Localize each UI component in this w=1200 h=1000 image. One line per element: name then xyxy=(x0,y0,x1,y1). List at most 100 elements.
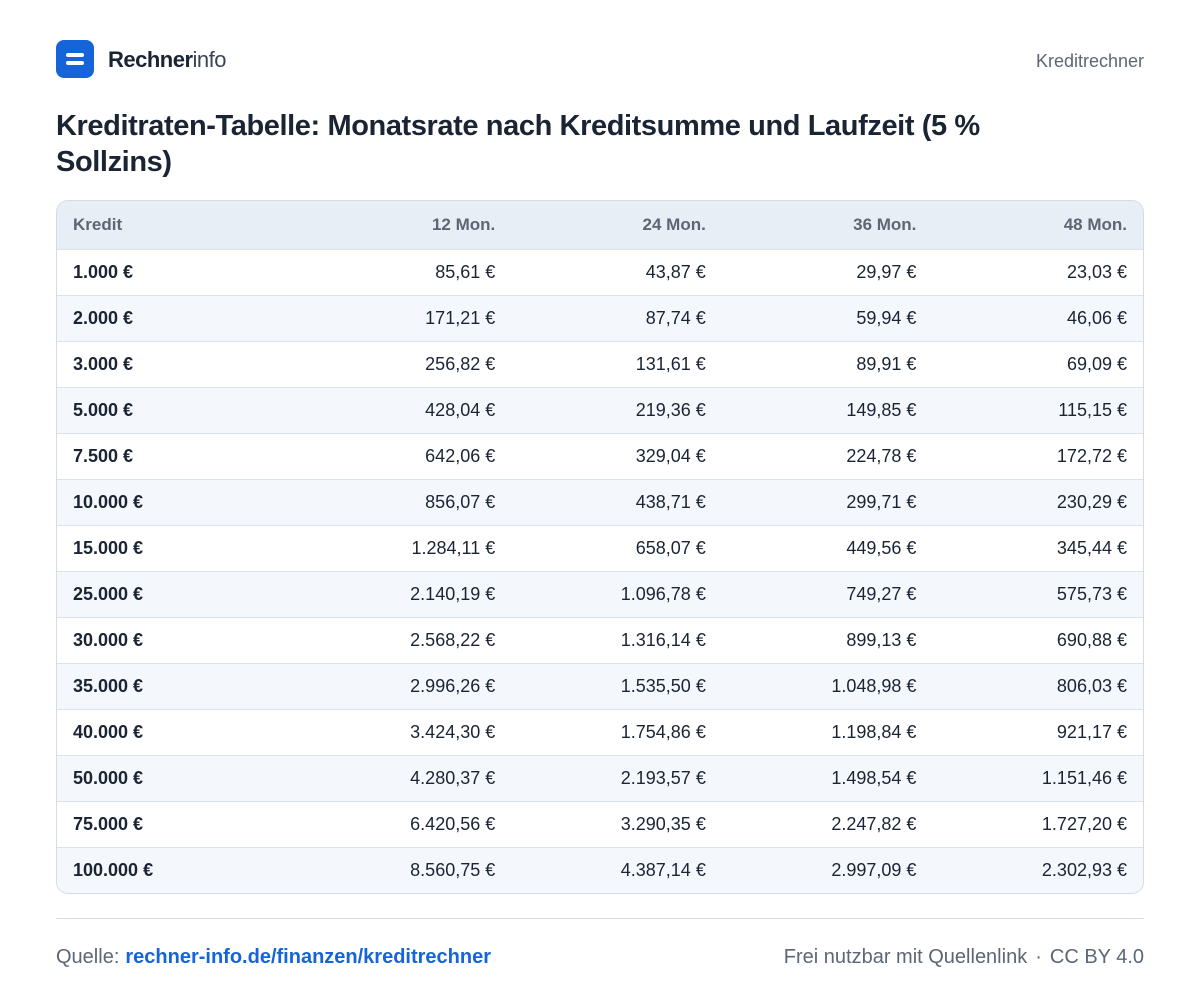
table-row: 5.000 € 428,04 € 219,36 € 149,85 € 115,15 € xyxy=(57,387,1143,433)
license-separator: · xyxy=(1035,946,1042,968)
table-row: 50.000 € 4.280,37 € 2.193,57 € 1.498,54 € 1.… xyxy=(57,755,1143,801)
row-header-kredit: 10.000 € xyxy=(73,491,144,512)
table-cell-rate: 1.498,54 € xyxy=(831,767,917,788)
table-cell-rate: 2.568,22 € xyxy=(410,629,496,650)
table-cell-rate: 438,71 € xyxy=(635,491,706,512)
brand-light: info xyxy=(192,47,227,72)
table-header-row: Kredit 12 Mon. 24 Mon. 36 Mon. 48 Mon. xyxy=(57,201,1143,249)
table-cell-rate: 690,88 € xyxy=(1056,629,1127,650)
license-name[interactable]: CC BY 4.0 xyxy=(1049,946,1144,968)
table-cell-rate: 428,04 € xyxy=(425,399,496,420)
table-cell-rate: 149,85 € xyxy=(846,399,917,420)
table-cell-rate: 1.151,46 € xyxy=(1041,767,1127,788)
source-label: Quelle: xyxy=(56,946,120,968)
table-cell-rate: 224,78 € xyxy=(846,445,917,466)
column-header-kredit: Kredit xyxy=(73,214,123,234)
table-cell-rate: 2.193,57 € xyxy=(620,767,706,788)
nav-kreditrechner[interactable]: Kreditrechner xyxy=(1035,51,1144,71)
table-cell-rate: 2.997,09 € xyxy=(831,859,917,880)
table-cell-rate: 87,74 € xyxy=(645,307,706,328)
table-cell-rate: 172,72 € xyxy=(1056,445,1127,466)
table-cell-rate: 856,07 € xyxy=(425,491,496,512)
table-cell-rate: 1.198,84 € xyxy=(831,721,917,742)
row-header-kredit: 1.000 € xyxy=(73,261,134,282)
table-cell-rate: 8.560,75 € xyxy=(410,859,496,880)
table-cell-rate: 1.316,14 € xyxy=(620,629,706,650)
table-row: 2.000 € 171,21 € 87,74 € 59,94 € 46,06 € xyxy=(57,295,1143,341)
brand-wordmark[interactable]: Rechnerinfo xyxy=(108,47,227,73)
table-cell-rate: 115,15 € xyxy=(1058,399,1127,420)
table-cell-rate: 6.420,56 € xyxy=(410,813,496,834)
table-cell-rate: 1.535,50 € xyxy=(620,675,706,696)
table-cell-rate: 299,71 € xyxy=(846,491,917,512)
column-header-48-mon: 48 Mon. xyxy=(1063,214,1127,234)
table-cell-rate: 2.140,19 € xyxy=(410,583,496,604)
row-header-kredit: 75.000 € xyxy=(73,813,144,834)
page-title: Kreditraten-Tabelle: Monatsrate nach Kre… xyxy=(56,110,980,178)
table-cell-rate: 46,06 € xyxy=(1066,307,1127,328)
credit-rate-table: Kredit 12 Mon. 24 Mon. 36 Mon. 48 Mon. 1… xyxy=(56,200,1144,894)
brand-strong: Rechner xyxy=(108,47,193,72)
row-header-kredit: 35.000 € xyxy=(73,675,144,696)
rechnerinfo-logo-icon[interactable] xyxy=(56,40,94,78)
row-header-kredit: 2.000 € xyxy=(73,307,134,328)
table-cell-rate: 449,56 € xyxy=(846,537,917,558)
table-cell-rate: 329,04 € xyxy=(635,445,706,466)
table-cell-rate: 23,03 € xyxy=(1066,261,1127,282)
table-row: 1.000 € 85,61 € 43,87 € 29,97 € 23,03 € xyxy=(57,249,1143,295)
table-cell-rate: 29,97 € xyxy=(856,261,917,282)
table-cell-rate: 749,27 € xyxy=(846,583,917,604)
table-row: 25.000 € 2.140,19 € 1.096,78 € 749,27 € 575,… xyxy=(57,571,1143,617)
license-text: Frei nutzbar mit Quellenlink xyxy=(783,946,1028,968)
table-cell-rate: 4.387,14 € xyxy=(620,859,706,880)
row-header-kredit: 15.000 € xyxy=(73,537,144,558)
table-row: 15.000 € 1.284,11 € 658,07 € 449,56 € 345,44… xyxy=(57,525,1143,571)
table-cell-rate: 59,94 € xyxy=(856,307,917,328)
table-cell-rate: 3.290,35 € xyxy=(620,813,706,834)
table-row: 30.000 € 2.568,22 € 1.316,14 € 899,13 € 690,… xyxy=(57,617,1143,663)
table-cell-rate: 2.302,93 € xyxy=(1041,859,1127,880)
table-cell-rate: 575,73 € xyxy=(1056,583,1127,604)
table-cell-rate: 256,82 € xyxy=(425,353,496,374)
row-header-kredit: 50.000 € xyxy=(73,767,144,788)
table-cell-rate: 1.727,20 € xyxy=(1041,813,1127,834)
footer: Quelle: rechner-info.de/finanzen/kreditre… xyxy=(56,944,1144,970)
table-row: 100.000 € 8.560,75 € 4.387,14 € 2.997,09 € 2… xyxy=(57,847,1143,893)
table-cell-rate: 658,07 € xyxy=(635,537,706,558)
table-cell-rate: 89,91 € xyxy=(856,353,917,374)
column-header-36-mon: 36 Mon. xyxy=(853,214,917,234)
table-cell-rate: 806,03 € xyxy=(1056,675,1127,696)
table-row: 35.000 € 2.996,26 € 1.535,50 € 1.048,98 € 80… xyxy=(57,663,1143,709)
table-cell-rate: 131,61 € xyxy=(635,353,706,374)
table-cell-rate: 345,44 € xyxy=(1056,537,1127,558)
table-cell-rate: 85,61 € xyxy=(435,261,496,282)
column-header-24-mon: 24 Mon. xyxy=(642,214,706,234)
row-header-kredit: 30.000 € xyxy=(73,629,144,650)
row-header-kredit: 7.500 € xyxy=(73,445,134,466)
table-cell-rate: 171,21 € xyxy=(425,307,496,328)
table-cell-rate: 69,09 € xyxy=(1066,353,1127,374)
row-header-kredit: 100.000 € xyxy=(73,859,154,880)
table-row: 3.000 € 256,82 € 131,61 € 89,91 € 69,09 € xyxy=(57,341,1143,387)
column-header-12-mon: 12 Mon. xyxy=(431,214,496,234)
table-cell-rate: 43,87 € xyxy=(645,261,706,282)
table-row: 7.500 € 642,06 € 329,04 € 224,78 € 172,72 € xyxy=(57,433,1143,479)
table-cell-rate: 642,06 € xyxy=(425,445,496,466)
table-cell-rate: 3.424,30 € xyxy=(410,721,496,742)
footer-divider xyxy=(56,918,1144,919)
row-header-kredit: 40.000 € xyxy=(73,721,144,742)
table-cell-rate: 219,36 € xyxy=(635,399,706,420)
table-row: 75.000 € 6.420,56 € 3.290,35 € 2.247,82 € 1.… xyxy=(57,801,1143,847)
table-cell-rate: 4.280,37 € xyxy=(410,767,496,788)
table-cell-rate: 1.754,86 € xyxy=(620,721,706,742)
source-link[interactable]: rechner-info.de/finanzen/kreditrechner xyxy=(125,946,492,968)
license-info: Frei nutzbar mit Quellenlink · CC BY 4.0 xyxy=(784,944,1144,970)
row-header-kredit: 3.000 € xyxy=(73,353,134,374)
table-cell-rate: 230,29 € xyxy=(1056,491,1127,512)
table-cell-rate: 1.048,98 € xyxy=(831,675,917,696)
table-cell-rate: 921,17 € xyxy=(1056,721,1127,742)
table-cell-rate: 1.284,11 € xyxy=(411,537,496,558)
table-cell-rate: 2.996,26 € xyxy=(410,675,496,696)
table-cell-rate: 899,13 € xyxy=(846,629,917,650)
table-cell-rate: 1.096,78 € xyxy=(620,583,706,604)
